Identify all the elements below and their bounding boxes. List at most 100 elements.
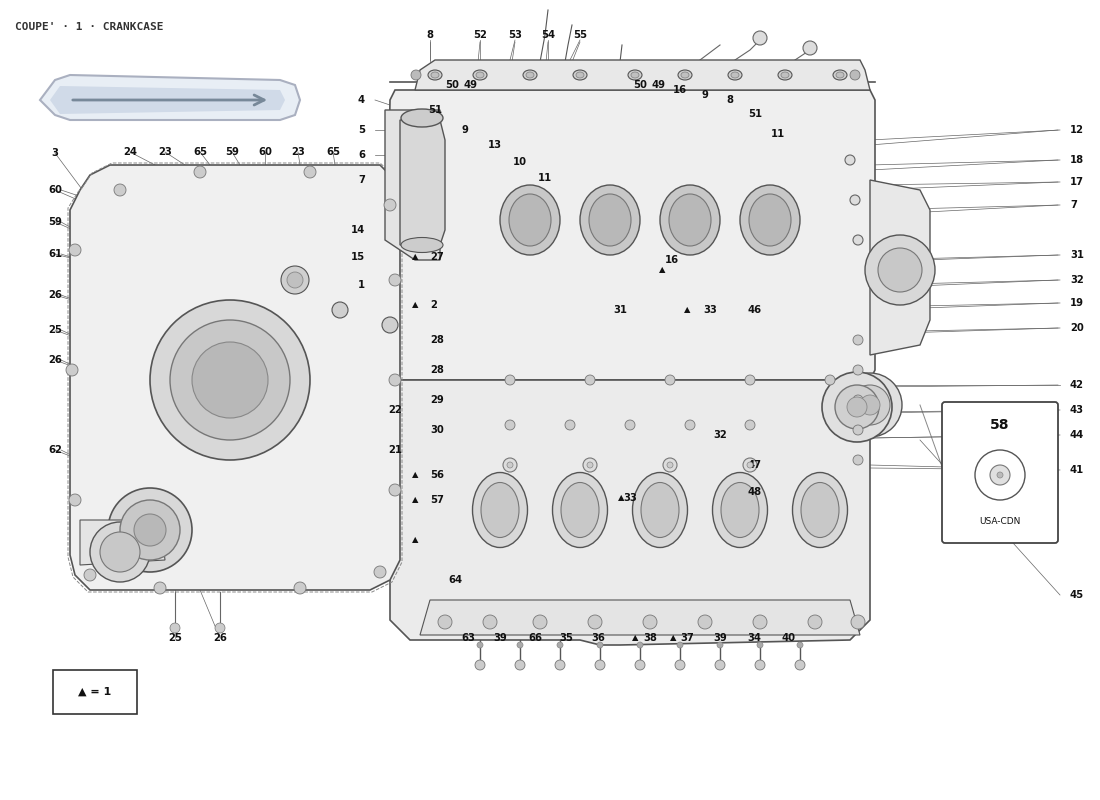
Ellipse shape (678, 70, 692, 80)
Circle shape (134, 514, 166, 546)
Ellipse shape (781, 72, 789, 78)
Text: 4: 4 (358, 95, 365, 105)
Text: 60: 60 (48, 185, 62, 195)
Text: 37: 37 (680, 633, 694, 643)
Text: ▲: ▲ (617, 494, 624, 502)
Ellipse shape (749, 194, 791, 246)
Ellipse shape (473, 473, 528, 547)
Text: 51: 51 (748, 109, 762, 119)
Circle shape (505, 375, 515, 385)
Text: 61: 61 (48, 249, 62, 259)
Text: 23: 23 (158, 147, 172, 157)
Ellipse shape (481, 482, 519, 538)
Text: 24: 24 (123, 147, 138, 157)
Circle shape (194, 166, 206, 178)
Circle shape (583, 458, 597, 472)
Text: 3: 3 (52, 148, 58, 158)
Text: ▲: ▲ (411, 301, 418, 310)
Circle shape (755, 660, 764, 670)
Circle shape (852, 365, 864, 375)
Circle shape (795, 660, 805, 670)
Circle shape (170, 623, 180, 633)
Text: 42: 42 (1070, 380, 1084, 390)
Circle shape (850, 385, 890, 425)
Circle shape (374, 566, 386, 578)
Circle shape (304, 166, 316, 178)
Circle shape (483, 615, 497, 629)
Circle shape (84, 569, 96, 581)
Text: 59: 59 (48, 217, 62, 227)
Circle shape (754, 31, 767, 45)
Text: 45: 45 (1070, 590, 1085, 600)
Circle shape (975, 450, 1025, 500)
Ellipse shape (660, 185, 720, 255)
Text: 49: 49 (463, 80, 477, 90)
Text: 2: 2 (430, 300, 437, 310)
Text: 21: 21 (388, 445, 401, 455)
Text: 60: 60 (258, 147, 272, 157)
Text: 56: 56 (430, 470, 444, 480)
Text: 11: 11 (771, 129, 785, 139)
Text: 29: 29 (430, 395, 443, 405)
Polygon shape (390, 380, 870, 645)
Circle shape (66, 364, 78, 376)
Text: 16: 16 (673, 85, 688, 95)
Text: 17: 17 (1070, 177, 1084, 187)
Circle shape (597, 642, 603, 648)
Circle shape (845, 155, 855, 165)
Text: 27: 27 (430, 252, 443, 262)
Circle shape (847, 397, 867, 417)
Text: 28: 28 (430, 335, 444, 345)
Circle shape (411, 70, 421, 80)
Polygon shape (70, 165, 400, 590)
Text: 6: 6 (358, 150, 365, 160)
Text: 52: 52 (473, 30, 487, 40)
Circle shape (997, 472, 1003, 478)
Circle shape (192, 342, 268, 418)
Circle shape (851, 615, 865, 629)
Ellipse shape (473, 70, 487, 80)
Circle shape (69, 494, 81, 506)
Ellipse shape (526, 72, 534, 78)
Circle shape (698, 615, 712, 629)
Circle shape (625, 420, 635, 430)
Text: 55: 55 (573, 30, 587, 40)
Text: eu•tospares: eu•tospares (414, 366, 626, 394)
FancyBboxPatch shape (53, 670, 138, 714)
Text: 65: 65 (192, 147, 207, 157)
Text: 20: 20 (1070, 323, 1084, 333)
Circle shape (517, 642, 522, 648)
Circle shape (666, 375, 675, 385)
Text: 7: 7 (359, 175, 365, 185)
Text: 25: 25 (168, 633, 182, 643)
Circle shape (154, 582, 166, 594)
Ellipse shape (669, 194, 711, 246)
Text: eu•tospares: eu•tospares (153, 400, 307, 420)
Text: 66: 66 (528, 633, 542, 643)
Text: 26: 26 (48, 290, 62, 300)
Ellipse shape (588, 194, 631, 246)
Circle shape (503, 458, 517, 472)
Text: USA-CDN: USA-CDN (979, 518, 1021, 526)
Circle shape (507, 462, 513, 468)
Ellipse shape (500, 185, 560, 255)
Ellipse shape (552, 473, 607, 547)
Text: 39: 39 (713, 633, 727, 643)
Text: COUPE' · 1 · CRANKCASE: COUPE' · 1 · CRANKCASE (15, 22, 164, 32)
Ellipse shape (573, 70, 587, 80)
Circle shape (745, 375, 755, 385)
Text: 57: 57 (430, 495, 444, 505)
Text: 50: 50 (446, 80, 459, 90)
Text: ▲: ▲ (411, 253, 418, 262)
Circle shape (717, 642, 723, 648)
Circle shape (878, 248, 922, 292)
Text: 54: 54 (541, 30, 556, 40)
Text: 35: 35 (559, 633, 573, 643)
Text: 32: 32 (713, 430, 727, 440)
Ellipse shape (428, 70, 442, 80)
Circle shape (835, 385, 879, 429)
Circle shape (745, 420, 755, 430)
Circle shape (798, 642, 803, 648)
Circle shape (90, 522, 150, 582)
Polygon shape (40, 75, 300, 120)
